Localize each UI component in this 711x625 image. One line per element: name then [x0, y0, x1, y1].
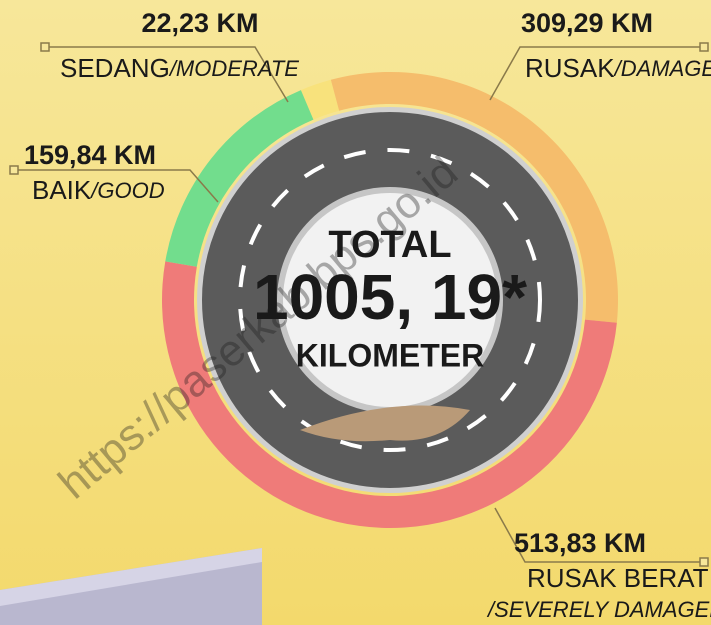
category-label: RUSAK/DAMAGED: [525, 53, 711, 83]
category-name: RUSAK BERAT: [527, 563, 709, 593]
value-label: 159,84 KM: [24, 140, 156, 170]
category-label: BAIK/GOOD: [32, 175, 165, 205]
leader-dot: [700, 43, 708, 51]
category-name-en: /DAMAGED: [613, 56, 711, 81]
category-name: BAIK: [32, 175, 92, 205]
value-label: 22,23 KM: [141, 8, 258, 38]
leader-dot: [10, 166, 18, 174]
center-unit: KILOMETER: [296, 337, 484, 373]
category-name-en: /SEVERELY DAMAGED: [486, 597, 711, 622]
category-label: RUSAK BERAT: [527, 563, 709, 593]
category-name-en: /GOOD: [89, 178, 164, 203]
value-label: 309,29 KM: [521, 8, 653, 38]
value-label: 513,83 KM: [514, 528, 646, 558]
category-name: RUSAK: [525, 53, 615, 83]
category-label: SEDANG/MODERATE: [60, 53, 299, 83]
category-name: SEDANG: [60, 53, 170, 83]
leader-dot: [41, 43, 49, 51]
category-name-en: /MODERATE: [168, 56, 299, 81]
chart: TOTAL 1005, 19* KILOMETER https://paserk…: [0, 0, 711, 625]
